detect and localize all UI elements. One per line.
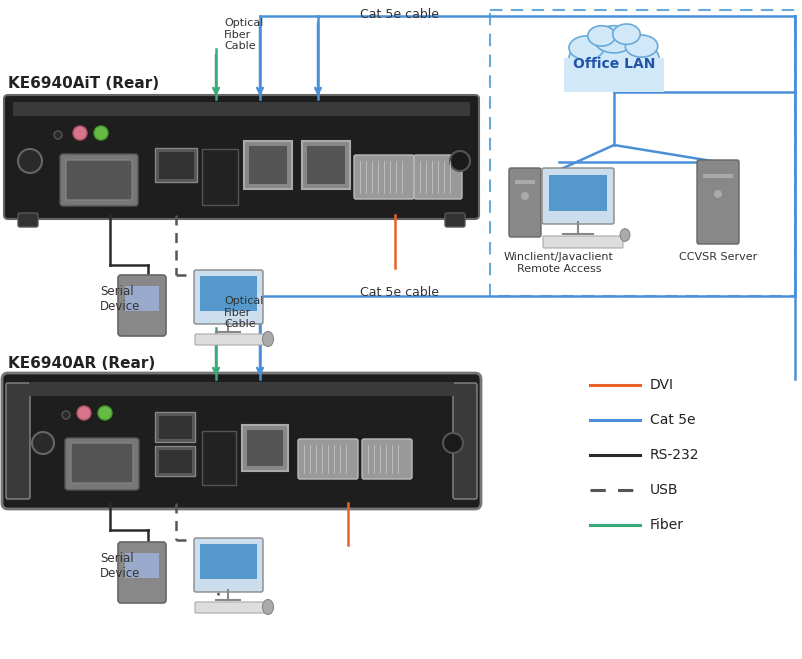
FancyBboxPatch shape <box>65 438 139 490</box>
FancyBboxPatch shape <box>249 146 287 184</box>
FancyBboxPatch shape <box>244 141 292 189</box>
Text: KE6940AiT (Rear): KE6940AiT (Rear) <box>8 76 159 91</box>
Text: CCVSR Server: CCVSR Server <box>678 252 757 262</box>
Ellipse shape <box>588 26 615 46</box>
Circle shape <box>73 126 87 140</box>
FancyBboxPatch shape <box>118 275 166 336</box>
FancyBboxPatch shape <box>118 542 166 603</box>
Text: Fiber: Fiber <box>650 518 684 532</box>
Ellipse shape <box>613 24 640 44</box>
FancyBboxPatch shape <box>242 425 288 471</box>
Bar <box>564 58 664 92</box>
Text: Cat 5e cable: Cat 5e cable <box>361 286 439 299</box>
Ellipse shape <box>620 229 630 241</box>
FancyBboxPatch shape <box>247 430 283 466</box>
FancyBboxPatch shape <box>195 602 270 613</box>
FancyBboxPatch shape <box>307 146 345 184</box>
Bar <box>549 175 607 211</box>
Circle shape <box>94 126 108 140</box>
Text: Optical
Fiber
Cable: Optical Fiber Cable <box>224 18 263 51</box>
Circle shape <box>450 151 470 171</box>
Bar <box>200 544 257 579</box>
Text: KE6940AR (Rear): KE6940AR (Rear) <box>8 356 156 371</box>
FancyBboxPatch shape <box>4 95 479 219</box>
Bar <box>515 180 535 184</box>
FancyBboxPatch shape <box>543 236 623 248</box>
FancyBboxPatch shape <box>29 382 454 396</box>
FancyBboxPatch shape <box>71 443 133 483</box>
Text: Serial
Device: Serial Device <box>100 552 140 580</box>
Ellipse shape <box>262 331 273 347</box>
Text: Office LAN: Office LAN <box>573 57 655 71</box>
FancyBboxPatch shape <box>509 168 541 237</box>
Text: RS-232: RS-232 <box>650 448 699 462</box>
FancyBboxPatch shape <box>202 149 238 205</box>
Bar <box>200 276 257 311</box>
FancyBboxPatch shape <box>414 155 462 199</box>
FancyBboxPatch shape <box>66 160 132 200</box>
FancyBboxPatch shape <box>18 213 38 227</box>
Ellipse shape <box>262 600 273 614</box>
FancyBboxPatch shape <box>158 151 194 179</box>
Bar <box>125 286 159 311</box>
FancyBboxPatch shape <box>697 160 739 244</box>
FancyBboxPatch shape <box>195 334 270 345</box>
FancyBboxPatch shape <box>158 449 192 473</box>
FancyBboxPatch shape <box>155 446 195 476</box>
Circle shape <box>443 433 463 453</box>
Text: Cat 5e: Cat 5e <box>650 413 695 427</box>
FancyBboxPatch shape <box>155 412 195 442</box>
Circle shape <box>54 131 62 139</box>
FancyBboxPatch shape <box>354 155 414 199</box>
Text: Serial
Device: Serial Device <box>100 285 140 313</box>
Text: Optical
Fiber
Cable: Optical Fiber Cable <box>224 296 263 330</box>
FancyBboxPatch shape <box>362 439 412 479</box>
FancyBboxPatch shape <box>542 168 614 224</box>
FancyBboxPatch shape <box>194 270 263 324</box>
Text: DVI: DVI <box>650 378 674 392</box>
Bar <box>125 553 159 578</box>
Circle shape <box>77 406 91 420</box>
Ellipse shape <box>594 26 634 53</box>
FancyBboxPatch shape <box>158 415 192 439</box>
Circle shape <box>521 192 529 200</box>
FancyBboxPatch shape <box>155 148 197 182</box>
Text: USB: USB <box>650 483 678 497</box>
Text: Cat 5e cable: Cat 5e cable <box>361 8 439 21</box>
Ellipse shape <box>569 36 604 60</box>
Circle shape <box>98 406 112 420</box>
Circle shape <box>62 411 70 419</box>
Text: Winclient/Javaclient
Remote Access: Winclient/Javaclient Remote Access <box>504 252 614 273</box>
Circle shape <box>18 149 42 173</box>
FancyBboxPatch shape <box>13 102 470 116</box>
Ellipse shape <box>626 35 658 57</box>
FancyBboxPatch shape <box>298 439 358 479</box>
FancyBboxPatch shape <box>202 431 236 485</box>
Bar <box>703 174 733 178</box>
FancyBboxPatch shape <box>6 383 30 499</box>
FancyBboxPatch shape <box>302 141 350 189</box>
Ellipse shape <box>569 38 659 78</box>
FancyBboxPatch shape <box>2 373 481 509</box>
FancyBboxPatch shape <box>60 154 138 206</box>
Circle shape <box>32 432 54 454</box>
FancyBboxPatch shape <box>445 213 465 227</box>
Circle shape <box>714 190 722 198</box>
FancyBboxPatch shape <box>194 538 263 592</box>
FancyBboxPatch shape <box>453 383 477 499</box>
